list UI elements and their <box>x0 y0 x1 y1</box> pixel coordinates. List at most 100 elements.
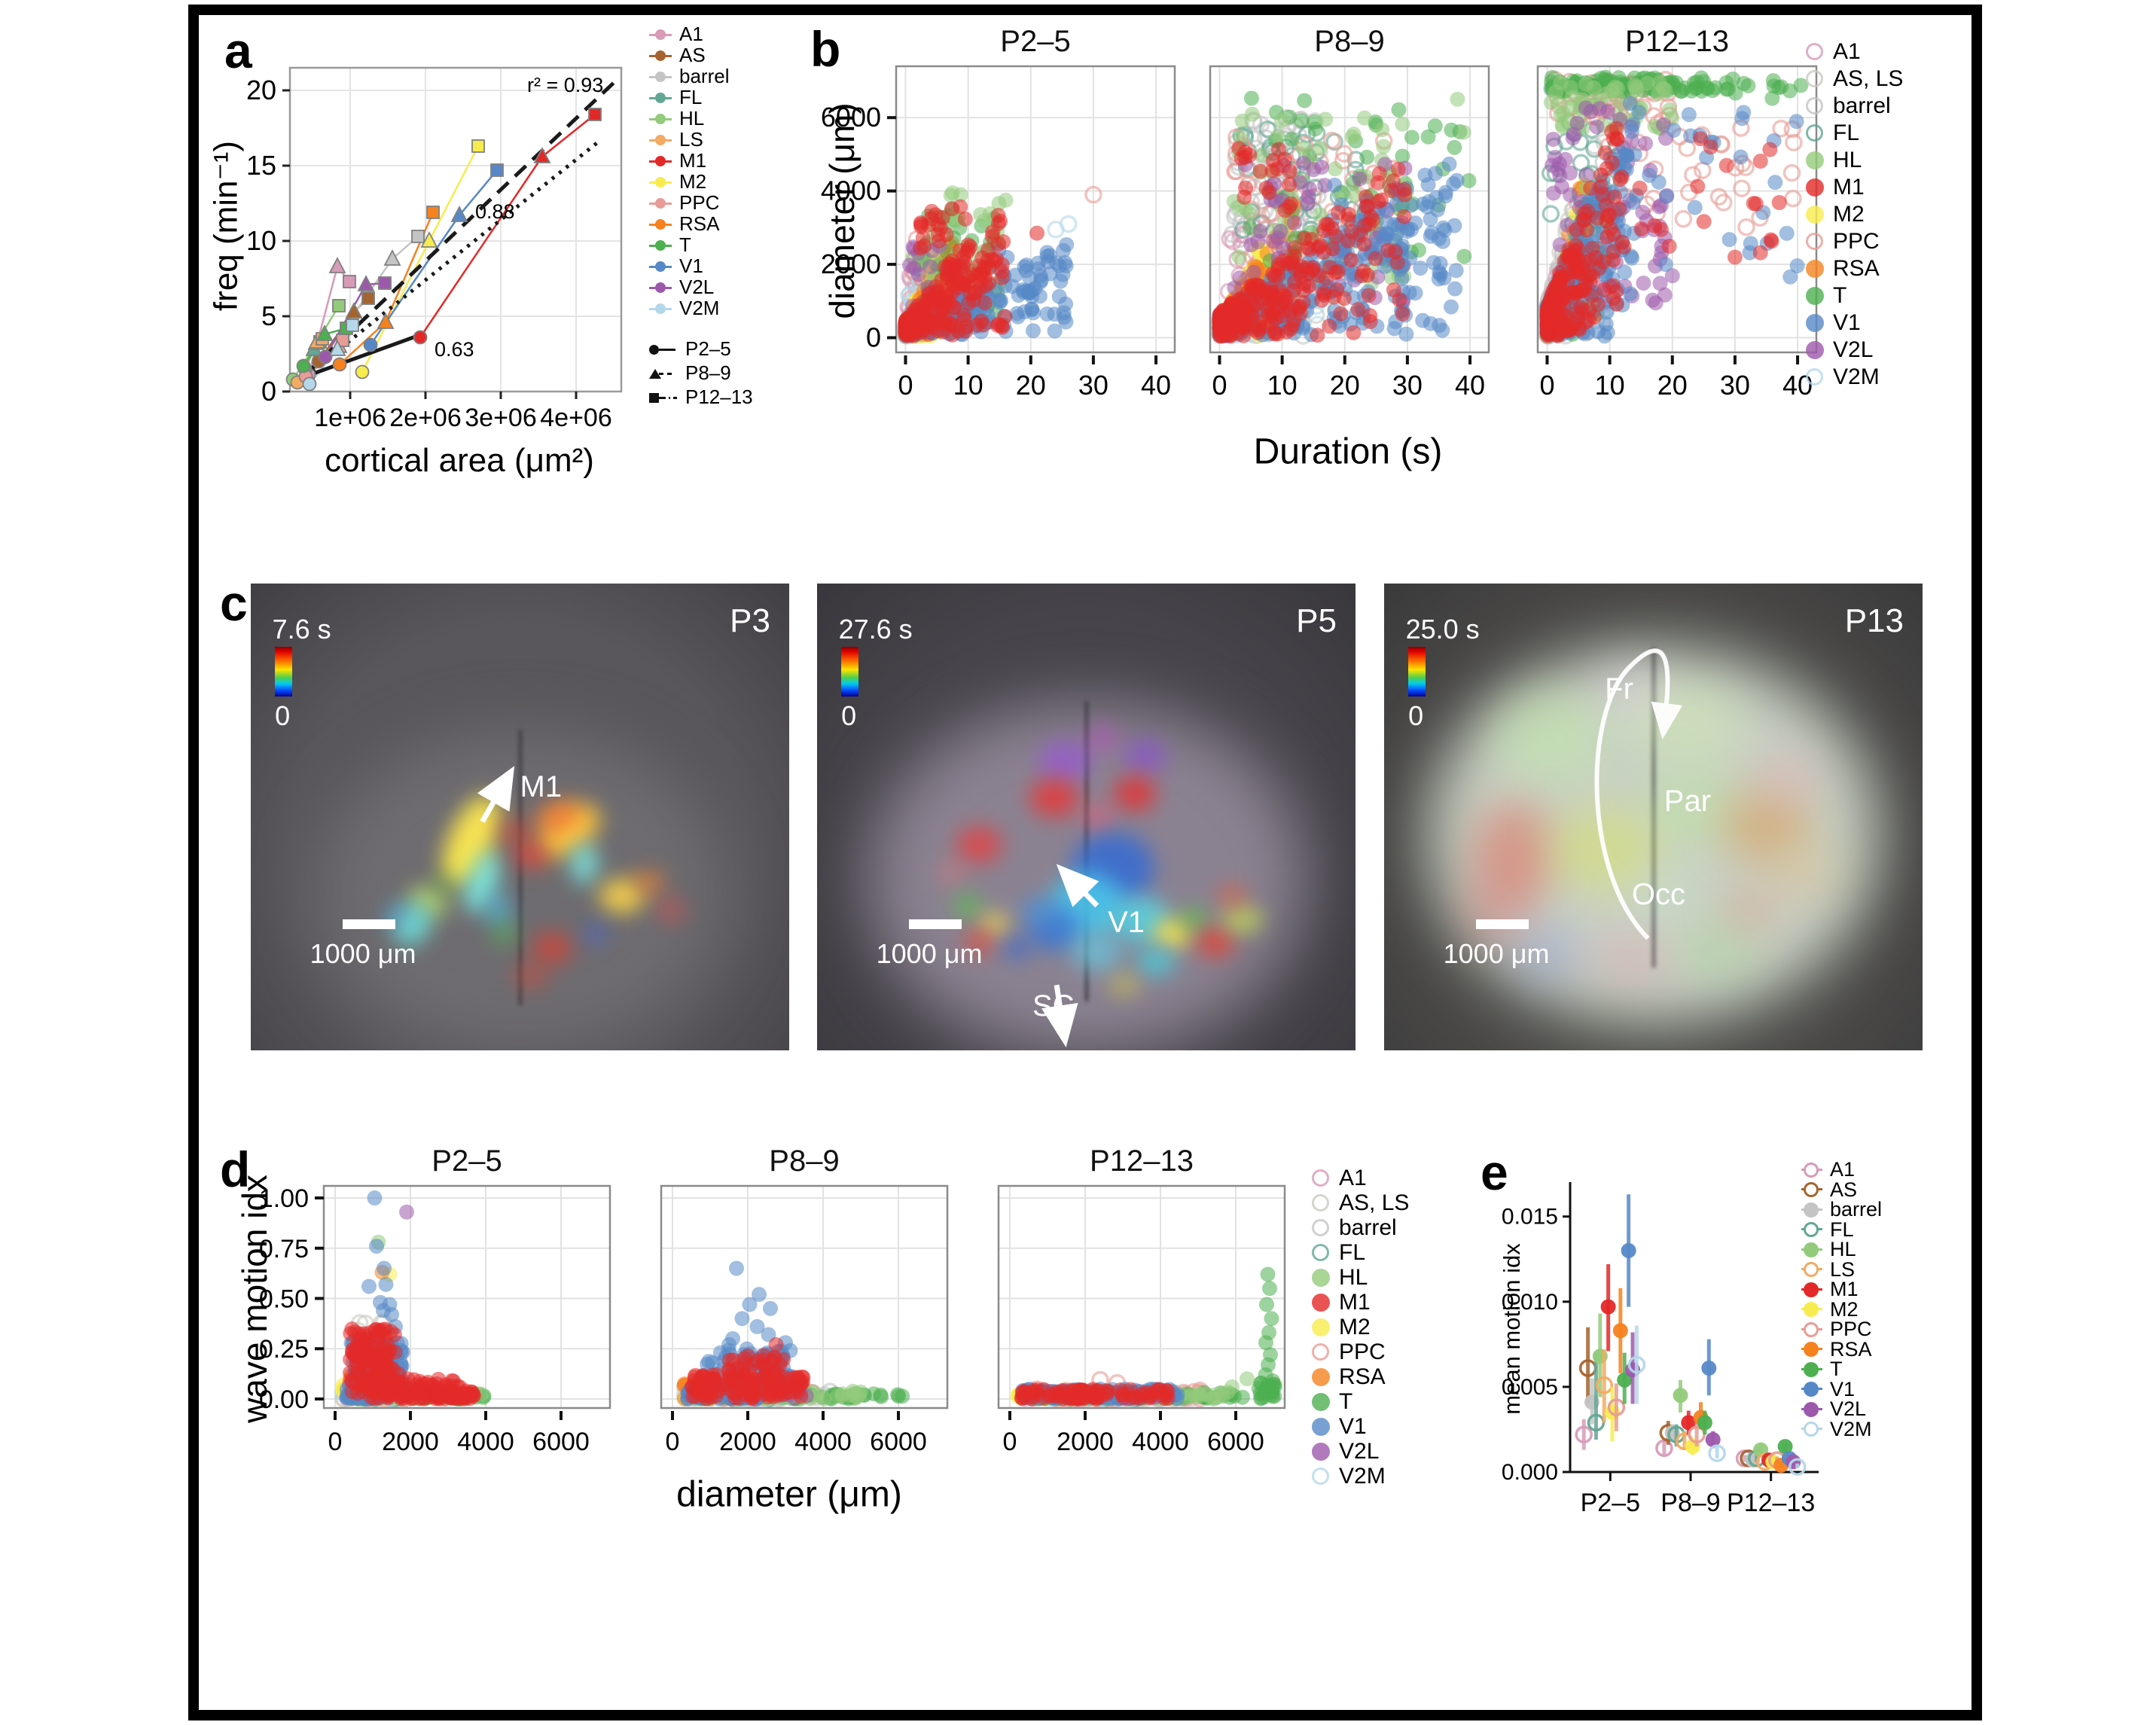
legend-key-icon <box>1801 1379 1822 1399</box>
panel-e-legend-item-A1: A1 <box>1801 1158 1855 1181</box>
activity-blob <box>1218 885 1246 907</box>
panel-d-legend-item-FL-label: FL <box>1339 1240 1366 1265</box>
activity-blob <box>1002 937 1030 959</box>
facet-xtick: 20 <box>1330 370 1360 401</box>
panel-a-legend-item-HL: HL <box>649 107 704 130</box>
brain-image-P5: 27.6 s 0 P5 1000 μm V1 SC <box>817 584 1356 1050</box>
panel-d-legend-item-FL: FL <box>1312 1240 1365 1266</box>
panel-b-legend-item-T-label: T <box>1833 283 1847 308</box>
scale-bar <box>1475 919 1529 930</box>
panel-b-ylabel: diameter (μm) <box>822 102 861 319</box>
anatomy-label-M1: M1 <box>520 770 563 803</box>
panel-a-ytick: 15 <box>246 150 276 181</box>
panel-d-xlabel: diameter (μm) <box>676 1474 902 1515</box>
panel-a-legend-item-T: T <box>649 233 691 257</box>
panel-a-legend-shape-1: P8–9 <box>649 361 731 385</box>
panel-b-legend-item-AS_LS-label: AS, LS <box>1833 66 1904 91</box>
age-label: P3 <box>730 602 770 639</box>
panel-b-legend-item-T: T <box>1806 283 1846 309</box>
panel-a-legend-shape-1-label: P8–9 <box>685 361 731 384</box>
panel-a-legend-item-V2M: V2M <box>649 297 719 320</box>
panel-e-legend-item-V2L: V2L <box>1801 1397 1866 1421</box>
facet-xtick: 10 <box>1267 370 1298 401</box>
panel-e-legend-item-T: T <box>1801 1358 1843 1381</box>
activity-blob <box>1087 724 1118 751</box>
facet-xtick: 0 <box>328 1428 343 1456</box>
facet-xtick: 30 <box>1392 370 1423 401</box>
facet-xtick: 40 <box>1141 370 1171 401</box>
panel-a-ylabel: freq (min⁻¹) <box>207 140 245 312</box>
legend-key-icon <box>649 303 672 315</box>
time-colorbar <box>1408 646 1426 696</box>
legend-key-icon <box>1801 1260 1822 1279</box>
panel-a-legend-item-A1: A1 <box>649 23 703 46</box>
activity-blob <box>571 843 598 885</box>
legend-key-icon <box>1801 1419 1822 1439</box>
panel-a-legend-item-FL-label: FL <box>679 86 703 108</box>
activity-blob <box>956 827 1002 864</box>
panel-e-category: P8–9 <box>1660 1489 1720 1517</box>
legend-shape-icon <box>649 367 678 380</box>
facet-xtick: 4000 <box>794 1428 852 1456</box>
panel-e-ytick: 0.015 <box>1502 1205 1558 1230</box>
legend-key-icon <box>1801 1200 1822 1220</box>
legend-key-icon <box>649 197 672 209</box>
panel-a-legend-item-RSA: RSA <box>649 212 719 236</box>
legend-key-icon <box>1806 151 1824 169</box>
panel-a-legend-item-M1: M1 <box>649 149 706 172</box>
facet-ytick: 0.25 <box>259 1335 309 1364</box>
legend-key-icon <box>1801 1180 1822 1199</box>
panel-d-legend-item-V1: V1 <box>1312 1414 1367 1440</box>
anatomy-label-Par: Par <box>1664 784 1712 818</box>
panel-a-xtick: 4e+06 <box>540 404 612 432</box>
facet-title: P12–13 <box>1090 1144 1194 1178</box>
panel-a-ytick: 5 <box>261 300 276 331</box>
panel-b-legend-item-A1-label: A1 <box>1833 39 1861 64</box>
facet-xtick: 6000 <box>532 1428 590 1456</box>
facet-xtick: 0 <box>898 370 913 401</box>
panel-e-legend-item-T-label: T <box>1830 1358 1843 1380</box>
activity-blob <box>634 870 665 895</box>
legend-key-icon <box>1806 341 1824 359</box>
panel-b-legend-item-PPC: PPC <box>1806 229 1880 254</box>
facet-ytick: 6000 <box>821 102 881 133</box>
activity-blob <box>980 914 1008 934</box>
panel-e-legend-item-V2L-label: V2L <box>1830 1397 1867 1420</box>
panel-e-category: P2–5 <box>1581 1489 1640 1517</box>
activity-blob <box>514 840 548 869</box>
facet-xtick: 20 <box>1657 370 1688 401</box>
panel-b-legend-item-V1-label: V1 <box>1833 310 1861 335</box>
panel-a-legend-item-V1: V1 <box>649 254 703 278</box>
panel-d-legend-item-A1-label: A1 <box>1339 1166 1367 1190</box>
colorbar-zero-label: 0 <box>1408 700 1424 731</box>
age-label: P5 <box>1296 602 1337 639</box>
panel-e-legend-item-AS: AS <box>1801 1178 1857 1202</box>
activity-blob <box>1766 843 1842 904</box>
facet-xtick: 0 <box>1212 370 1227 401</box>
panel-d-legend-item-M1: M1 <box>1312 1290 1371 1315</box>
legend-key-icon <box>1801 1220 1822 1239</box>
panel-a-legend-item-LS-label: LS <box>679 128 703 151</box>
panel-d-legend-item-AS_LS: AS, LS <box>1312 1190 1409 1216</box>
annotation-arrows <box>1041 864 1099 1047</box>
facet-ytick: 4000 <box>821 175 881 206</box>
panel-b-legend-item-V2M: V2M <box>1806 364 1880 390</box>
panel-d-legend-item-V2M-label: V2M <box>1339 1464 1386 1489</box>
panel-a-plot: 1e+06 2e+06 3e+06 4e+06 0 5 10 15 20 0.63 0.88 r² =… <box>246 66 623 432</box>
legend-key-icon <box>1312 1294 1330 1312</box>
legend-key-icon <box>1801 1240 1822 1260</box>
activity-blob <box>1070 933 1124 971</box>
facet-title: P2–5 <box>432 1144 502 1178</box>
activity-blob <box>1222 907 1262 933</box>
panel-a-legend-item-M1-label: M1 <box>679 149 707 172</box>
legend-key-icon <box>649 113 672 125</box>
legend-key-icon <box>649 239 672 251</box>
legend-key-icon <box>1312 1169 1330 1187</box>
scale-bar-label: 1000 μm <box>1443 938 1550 970</box>
panel-a-xtick: 1e+06 <box>314 404 386 432</box>
facet-xtick: 40 <box>1455 370 1485 401</box>
legend-key-icon <box>1806 233 1824 251</box>
panel-a-legend-item-V2L-label: V2L <box>679 276 715 298</box>
panel-e-legend-item-LS: LS <box>1801 1258 1855 1282</box>
panel-e-legend-item-A1-label: A1 <box>1830 1158 1856 1181</box>
